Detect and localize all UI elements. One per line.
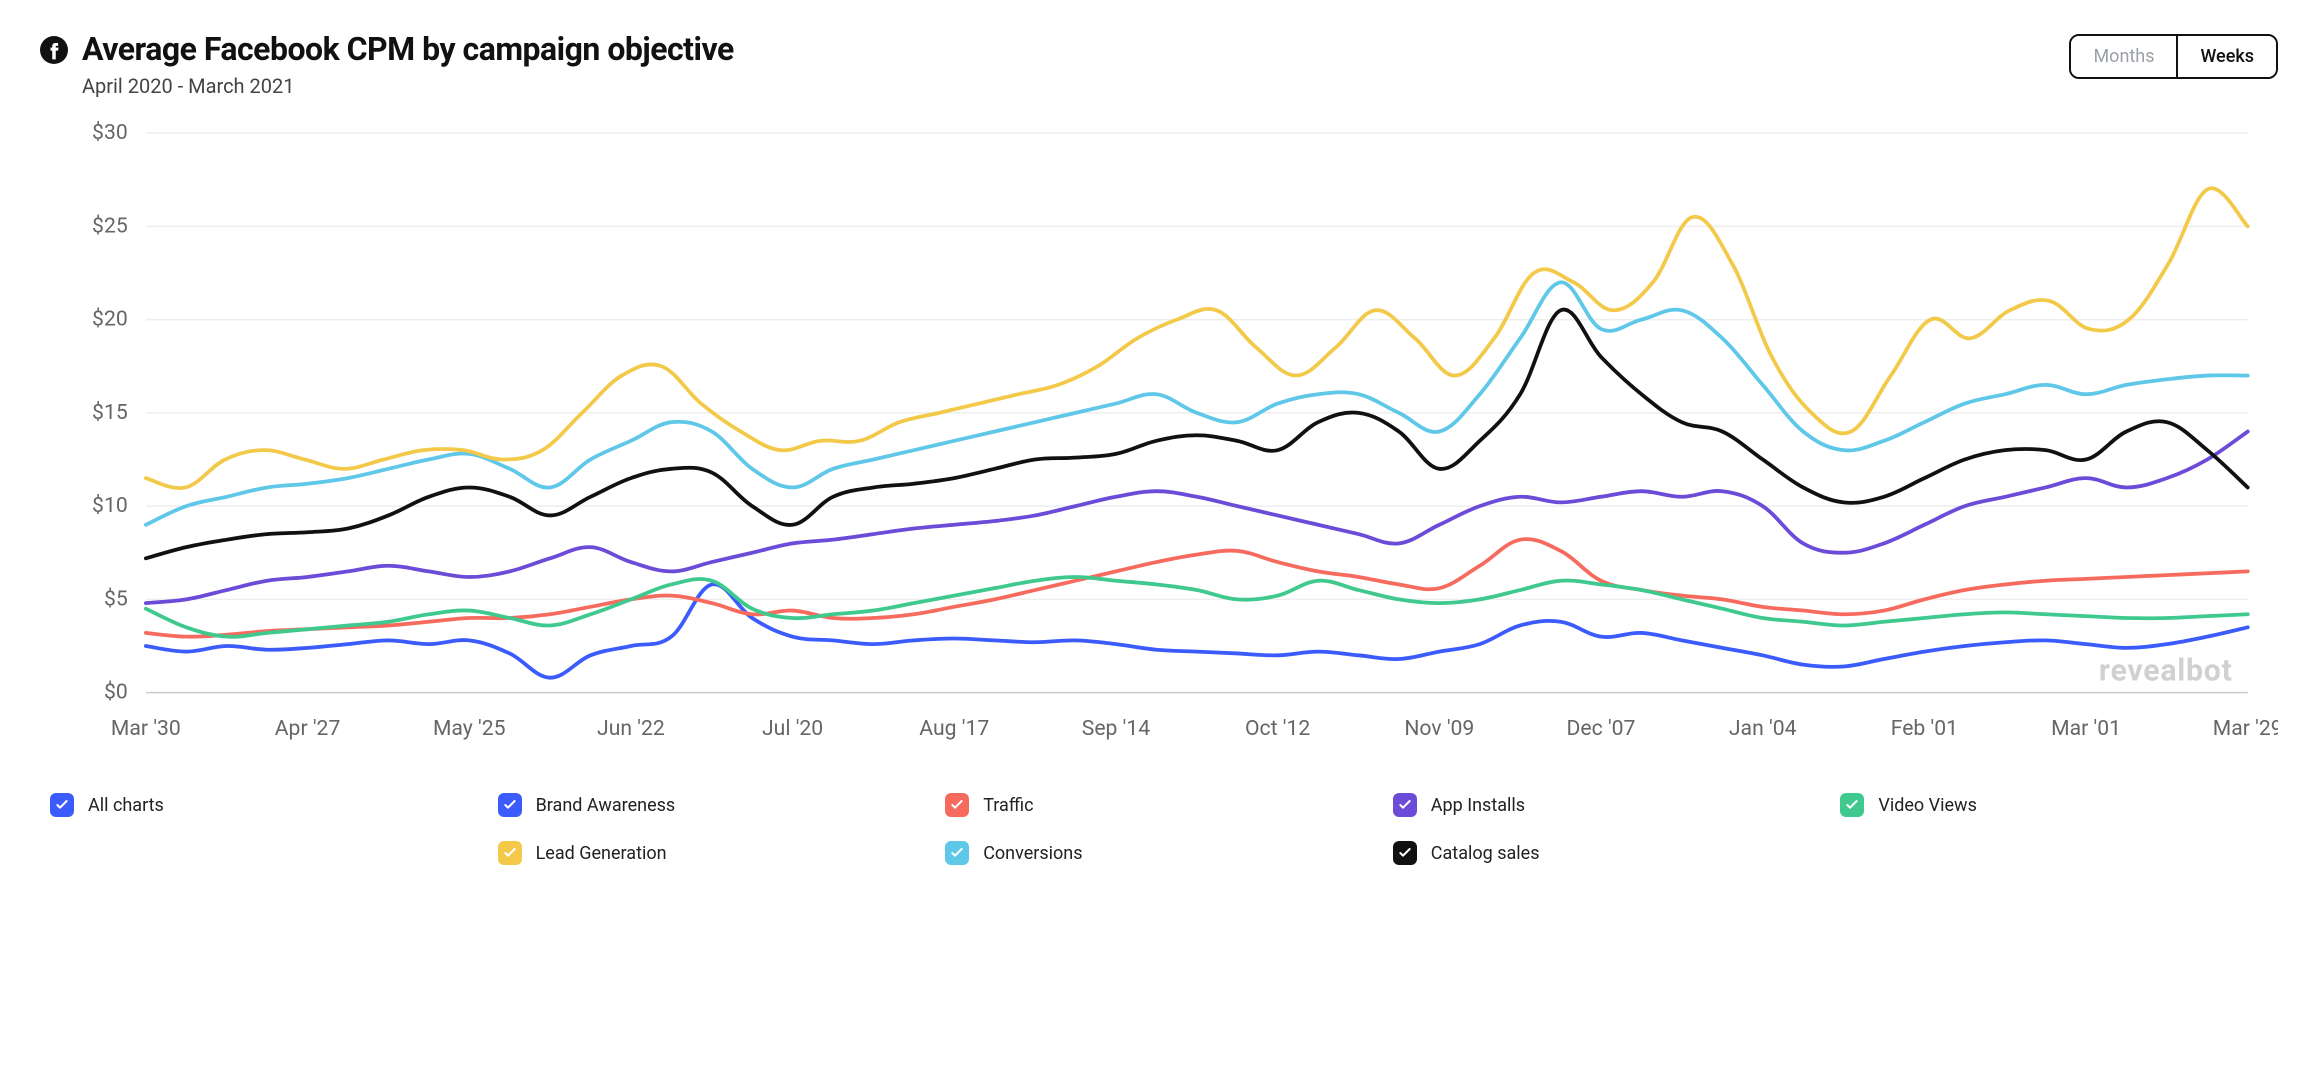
svg-text:Dec '07: Dec '07 <box>1567 716 1636 741</box>
legend-label: Brand Awareness <box>536 795 676 816</box>
legend-checkbox-video_views[interactable] <box>1840 793 1864 817</box>
svg-text:Jan '04: Jan '04 <box>1729 716 1797 741</box>
legend-item-video_views[interactable]: Video Views <box>1840 793 2268 817</box>
toggle-months[interactable]: Months <box>2071 36 2176 77</box>
svg-text:revealbot: revealbot <box>2099 654 2233 689</box>
svg-text:Oct '12: Oct '12 <box>1245 716 1310 741</box>
series-video_views <box>146 577 2248 637</box>
legend-label: Conversions <box>983 843 1082 864</box>
chart-area: $0 $5 $10 $15 $20 $25 $30 Mar '30 Apr '27 May '25… <box>40 118 2278 753</box>
svg-text:$5: $5 <box>104 586 128 611</box>
legend-item-all[interactable]: All charts <box>50 793 478 817</box>
page-title: Average Facebook CPM by campaign objecti… <box>82 30 734 68</box>
header: Average Facebook CPM by campaign objecti… <box>40 30 2278 98</box>
legend-item-lead_generation[interactable]: Lead Generation <box>498 841 926 865</box>
svg-text:Jul '20: Jul '20 <box>762 716 823 741</box>
legend-item-catalog_sales[interactable]: Catalog sales <box>1393 841 1821 865</box>
svg-text:$15: $15 <box>92 400 128 425</box>
time-toggle: Months Weeks <box>2069 34 2278 79</box>
toggle-weeks[interactable]: Weeks <box>2176 36 2276 77</box>
legend-checkbox-app_installs[interactable] <box>1393 793 1417 817</box>
svg-text:Mar '01: Mar '01 <box>2051 716 2121 741</box>
legend-label: Video Views <box>1878 795 1976 816</box>
legend-item-conversions[interactable]: Conversions <box>945 841 1373 865</box>
legend-checkbox-lead_generation[interactable] <box>498 841 522 865</box>
page-subtitle: April 2020 - March 2021 <box>82 74 734 98</box>
svg-text:Jun '22: Jun '22 <box>597 716 665 741</box>
legend-item-traffic[interactable]: Traffic <box>945 793 1373 817</box>
svg-text:Nov '09: Nov '09 <box>1404 716 1474 741</box>
legend-label: App Installs <box>1431 795 1525 816</box>
legend-label: Lead Generation <box>536 843 667 864</box>
svg-text:Mar '29: Mar '29 <box>2213 716 2278 741</box>
legend-checkbox-traffic[interactable] <box>945 793 969 817</box>
legend-label: All charts <box>88 795 164 816</box>
legend-item-app_installs[interactable]: App Installs <box>1393 793 1821 817</box>
series-traffic <box>146 539 2248 637</box>
svg-text:$10: $10 <box>92 493 128 518</box>
svg-text:$25: $25 <box>92 213 128 238</box>
svg-text:May '25: May '25 <box>433 716 506 741</box>
legend-checkbox-all[interactable] <box>50 793 74 817</box>
series-app_installs <box>146 432 2248 604</box>
svg-text:$0: $0 <box>104 680 128 705</box>
svg-text:Mar '30: Mar '30 <box>111 716 181 741</box>
legend-checkbox-brand_awareness[interactable] <box>498 793 522 817</box>
svg-text:Sep '14: Sep '14 <box>1082 716 1150 741</box>
legend: All charts Brand Awareness Traffic App Inst… <box>40 793 2278 865</box>
legend-item-brand_awareness[interactable]: Brand Awareness <box>498 793 926 817</box>
svg-text:Apr '27: Apr '27 <box>275 716 341 741</box>
svg-text:Aug '17: Aug '17 <box>919 716 989 741</box>
title-block: Average Facebook CPM by campaign objecti… <box>40 30 734 98</box>
line-chart: $0 $5 $10 $15 $20 $25 $30 Mar '30 Apr '27 May '25… <box>40 118 2278 753</box>
svg-text:Feb '01: Feb '01 <box>1891 716 1958 741</box>
legend-label: Catalog sales <box>1431 843 1540 864</box>
legend-checkbox-conversions[interactable] <box>945 841 969 865</box>
legend-label: Traffic <box>983 795 1033 816</box>
series-lead_generation <box>146 188 2248 488</box>
svg-text:$20: $20 <box>92 307 128 332</box>
facebook-icon <box>40 36 68 64</box>
legend-checkbox-catalog_sales[interactable] <box>1393 841 1417 865</box>
svg-text:$30: $30 <box>92 120 128 145</box>
